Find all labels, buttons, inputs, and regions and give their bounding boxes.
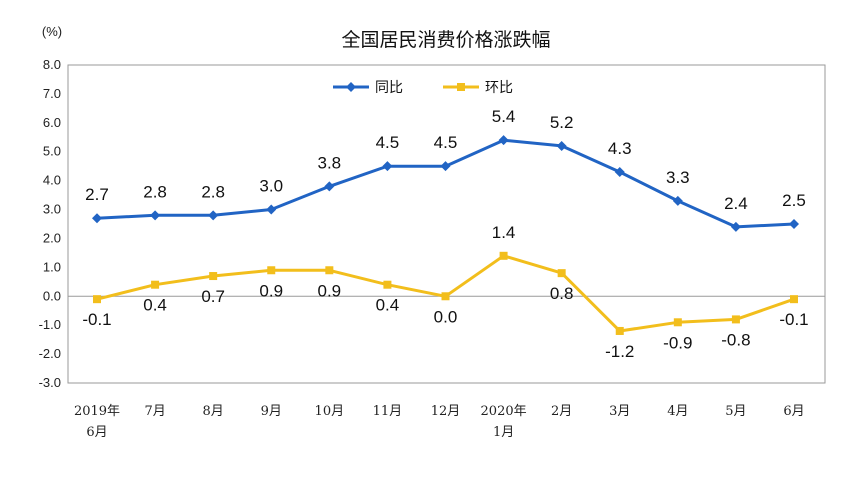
data-label: 5.4	[492, 107, 516, 126]
y-tick-label: 0.0	[43, 288, 61, 303]
x-tick-label: 2月	[551, 404, 572, 419]
series-1-marker	[789, 219, 799, 229]
data-label: 0.4	[143, 296, 167, 315]
legend-marker-2	[457, 83, 465, 91]
data-label: 2.7	[85, 185, 109, 204]
series-1-marker	[92, 213, 102, 224]
x-tick-label: 4月	[667, 404, 688, 419]
y-tick-label: -3.0	[39, 375, 61, 390]
data-label: -0.8	[721, 330, 750, 349]
x-tick-label: 7月	[144, 404, 165, 419]
data-label: 4.3	[608, 139, 632, 158]
series-1-marker	[324, 181, 335, 192]
data-label: 3.8	[318, 153, 342, 172]
x-axis-ticks: 2019年 6月 7月 8月 9月 10月 11月 12月 2020年 1月 2月 3月 4月 5月 6月	[74, 404, 805, 440]
y-tick-label: 5.0	[43, 144, 61, 159]
series-2-marker	[93, 295, 101, 304]
data-label: 3.0	[259, 177, 283, 196]
chart-title: 全国居民消费价格涨跌幅	[341, 29, 550, 51]
series-2-marker	[615, 326, 624, 335]
series-2-marker	[557, 269, 566, 278]
series-1-marker	[730, 221, 741, 232]
data-label: -1.2	[605, 342, 634, 361]
legend-label-1: 同比	[375, 80, 403, 96]
x-tick-label: 11月	[373, 404, 403, 419]
y-tick-label: -2.0	[39, 346, 61, 361]
data-label: 0.9	[259, 281, 283, 300]
data-label: 0.0	[434, 307, 458, 326]
data-label: 2.4	[724, 194, 748, 213]
series-2-marker	[325, 266, 334, 275]
data-label: 0.8	[550, 284, 574, 303]
data-label: 0.7	[201, 287, 225, 306]
series-2-marker	[673, 318, 682, 327]
x-tick-label: 6月	[783, 404, 804, 419]
data-label: -0.9	[663, 333, 692, 352]
y-tick-label: 6.0	[43, 115, 61, 130]
data-label: 0.9	[318, 281, 342, 300]
series-1-marker	[382, 161, 393, 172]
x-tick-label: 9月	[261, 404, 282, 419]
data-label: 5.2	[550, 113, 574, 132]
series-1-marker	[672, 195, 683, 206]
data-label: -0.1	[82, 310, 111, 329]
series-2-marker	[267, 266, 276, 275]
series-1-marker	[266, 204, 277, 215]
series-2-marker	[151, 280, 160, 289]
series-2-marker	[731, 315, 740, 324]
data-label: 1.4	[492, 223, 516, 242]
x-tick-label: 5月	[725, 404, 746, 419]
x-tick-label: 10月	[315, 404, 345, 419]
series-2-marker	[790, 295, 798, 304]
series-2-marker	[441, 292, 450, 301]
data-label: 4.5	[434, 133, 458, 152]
series-1-marker	[440, 161, 451, 172]
legend-marker-1	[346, 82, 356, 92]
series-1-marker	[614, 166, 625, 177]
x-tick-label: 6月	[86, 425, 107, 440]
x-tick-label: 12月	[431, 404, 461, 419]
x-tick-label: 2020年	[481, 404, 527, 419]
y-tick-label: 2.0	[43, 230, 61, 245]
series-2-marker	[383, 280, 392, 289]
y-tick-label: 1.0	[43, 259, 61, 274]
series-2-marker	[209, 272, 218, 281]
x-tick-label: 2019年	[74, 404, 120, 419]
y-tick-label: 8.0	[43, 57, 61, 72]
data-label: 4.5	[376, 133, 400, 152]
data-label: 2.8	[143, 182, 167, 201]
series-1-marker	[498, 135, 509, 146]
unit-label: (%)	[42, 24, 62, 39]
data-label: 3.3	[666, 168, 690, 187]
y-tick-label: 4.0	[43, 173, 61, 188]
legend: 同比 环比	[333, 80, 513, 96]
data-label: 2.5	[782, 191, 806, 210]
data-label: -0.1	[779, 310, 808, 329]
legend-label-2: 环比	[485, 80, 513, 96]
data-label: 0.4	[376, 296, 400, 315]
y-tick-label: 3.0	[43, 202, 61, 217]
series-2-marker	[499, 251, 508, 260]
y-tick-label: 7.0	[43, 86, 61, 101]
series-1-marker	[556, 140, 567, 151]
series-layer: 2.7 2.8 2.8 3.0 3.8 4.5 4.5 5.4 5.2 4.3 3.3 2.4 2.5 -…	[68, 107, 825, 361]
series-1-marker	[208, 210, 219, 221]
data-label: 2.8	[201, 182, 225, 201]
y-tick-label: -1.0	[39, 317, 61, 332]
series-1-marker	[150, 210, 161, 221]
plot-frame	[67, 64, 826, 384]
y-axis-ticks: 8.0 7.0 6.0 5.0 4.0 3.0 2.0 1.0 0.0 -1.0 -2.0 -3.0	[39, 57, 61, 390]
x-tick-label: 1月	[493, 425, 514, 440]
x-tick-label: 3月	[609, 404, 630, 419]
x-tick-label: 8月	[203, 404, 224, 419]
